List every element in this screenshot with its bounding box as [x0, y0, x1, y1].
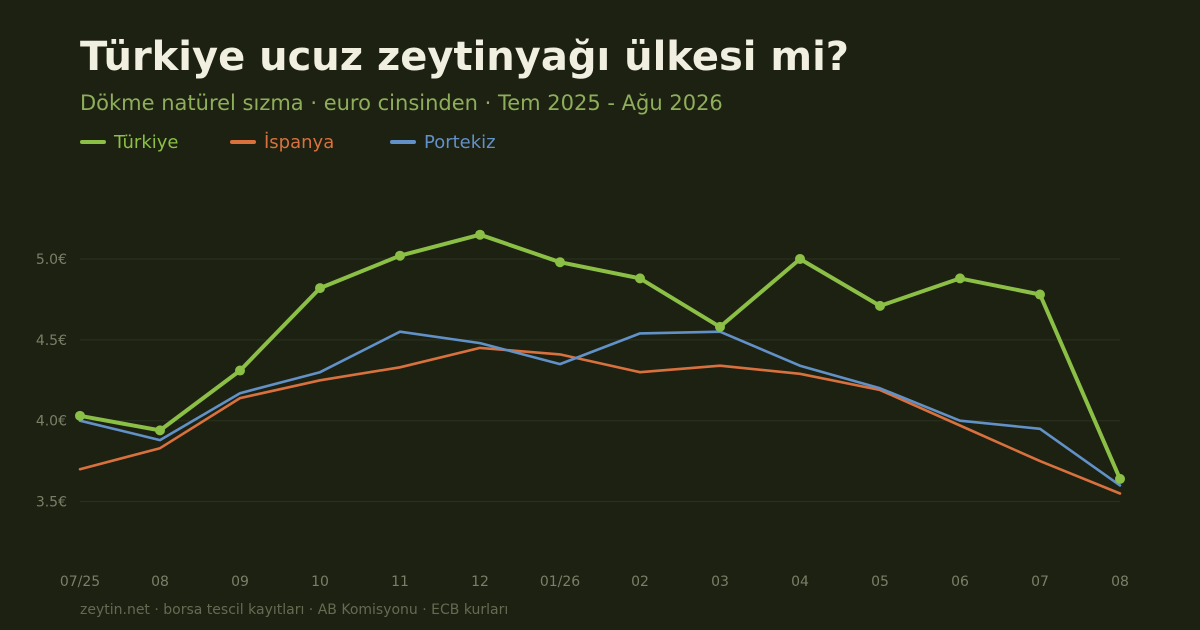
- x-tick-label: 10: [311, 574, 329, 590]
- x-tick-label: 01/26: [540, 574, 580, 590]
- x-tick-label: 03: [711, 574, 729, 590]
- chart-title: Türkiye ucuz zeytinyağı ülkesi mi?: [80, 34, 850, 80]
- series-line-portekiz: [78, 330, 1122, 487]
- data-point: [1115, 473, 1125, 484]
- x-tick-label: 08: [1111, 574, 1129, 590]
- legend-swatch-ispanya: [230, 140, 256, 144]
- x-tick-label: 07: [1031, 574, 1049, 590]
- legend-item-ispanya: İspanya: [230, 131, 334, 153]
- data-point: [795, 253, 805, 264]
- legend-label-ispanya: İspanya: [264, 131, 335, 153]
- x-tick-label: 04: [791, 574, 809, 590]
- source-footer: zeytin.net · borsa tescil kayıtları · AB…: [80, 602, 509, 618]
- legend-label-portekiz: Portekiz: [424, 131, 496, 153]
- y-tick-label: 5.0€: [36, 252, 67, 268]
- legend-label-turkiye: Türkiye: [114, 131, 179, 153]
- x-tick-label: 07/25: [60, 574, 100, 590]
- y-tick-label: 4.0€: [36, 414, 67, 430]
- legend-swatch-portekiz: [390, 140, 416, 144]
- series-line-i-spanya: [78, 346, 1122, 495]
- chart-subtitle: Dökme natürel sızma · euro cinsinden · T…: [80, 91, 723, 115]
- legend-swatch-turkiye: [80, 140, 106, 144]
- legend-item-portekiz: Portekiz: [390, 131, 496, 153]
- data-point: [155, 425, 165, 436]
- data-point: [955, 273, 965, 284]
- series-line-t-rkiye: [78, 232, 1122, 481]
- data-point: [235, 365, 245, 376]
- data-point: [395, 250, 405, 261]
- y-tick-label: 4.5€: [36, 333, 67, 349]
- legend-item-turkiye: Türkiye: [80, 131, 179, 153]
- data-point: [315, 283, 325, 294]
- x-tick-label: 11: [391, 574, 409, 590]
- data-point: [875, 300, 885, 311]
- data-point: [635, 273, 645, 284]
- x-tick-label: 06: [951, 574, 969, 590]
- x-tick-label: 09: [231, 574, 249, 590]
- x-tick-label: 02: [631, 574, 649, 590]
- data-point: [1035, 289, 1045, 300]
- x-tick-label: 05: [871, 574, 889, 590]
- data-point: [475, 229, 485, 240]
- x-tick-label: 12: [471, 574, 489, 590]
- data-point: [555, 257, 565, 268]
- data-point: [75, 410, 85, 421]
- data-point: [715, 321, 725, 332]
- x-tick-label: 08: [151, 574, 169, 590]
- y-tick-label: 3.5€: [36, 495, 67, 511]
